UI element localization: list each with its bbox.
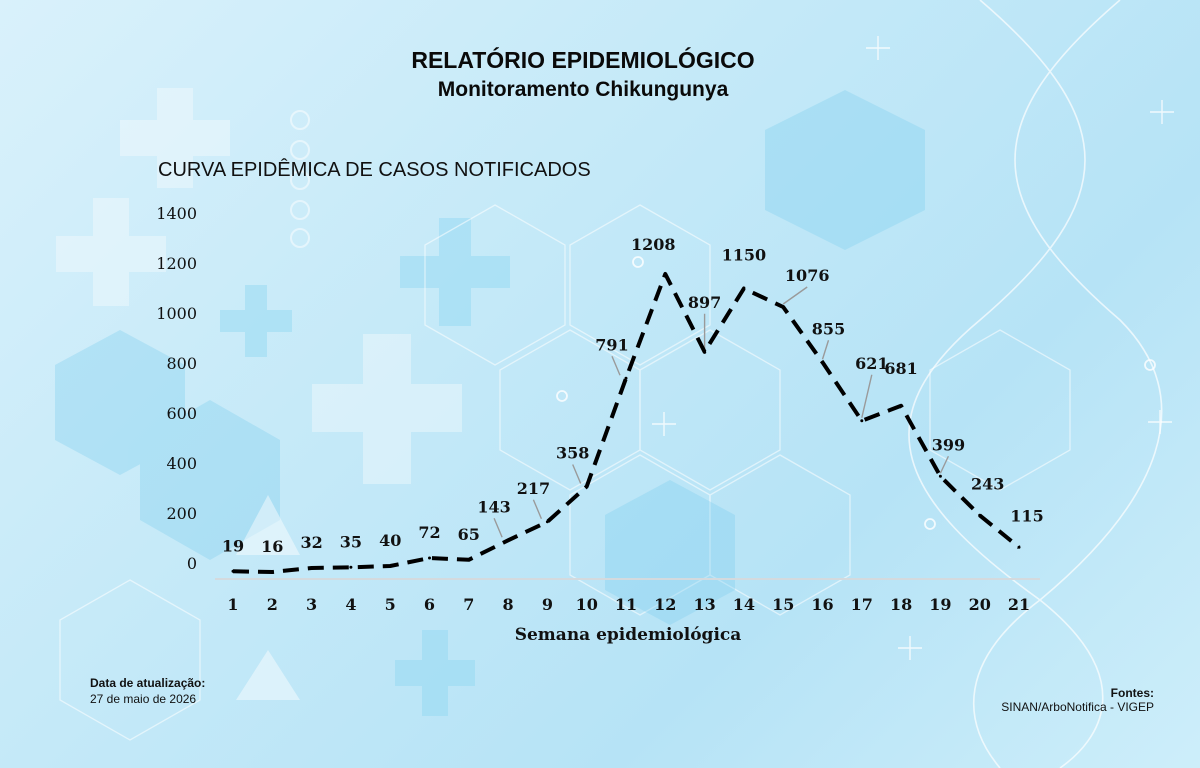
data-point [428,556,431,560]
update-date-label: Data de atualização: [90,676,206,690]
y-tick-label: 600 [166,404,197,423]
x-tick-label: 11 [615,595,637,614]
y-tick-label: 800 [166,354,197,373]
data-point [585,485,589,488]
y-tick-label: 1000 [156,304,197,323]
data-point [270,570,274,574]
data-label: 1076 [785,266,830,285]
label-leader-line [821,340,830,360]
x-tick-label: 9 [542,595,553,614]
y-tick-label: 1200 [156,254,197,273]
data-label: 897 [688,293,721,312]
x-tick-label: 15 [772,595,794,614]
label-leader-line [532,499,543,520]
data-point [231,569,235,573]
x-tick-label: 3 [306,595,317,614]
x-tick-label: 4 [345,595,356,614]
data-point [781,305,785,309]
data-point [978,513,982,517]
x-tick-label: 10 [576,595,598,614]
data-point [310,566,314,570]
label-leader-line [572,464,582,484]
y-tick-label: 1400 [156,204,197,223]
data-label: 1208 [631,235,676,254]
label-leader-line [782,286,808,305]
data-label: 243 [971,474,1004,493]
data-label: 217 [517,479,550,498]
data-label: 621 [855,354,888,373]
update-date-value: 27 de maio de 2026 [90,692,197,706]
x-tick-label: 7 [463,595,474,614]
label-leader-line [611,355,621,376]
x-tick-label: 5 [385,595,396,614]
data-label: 32 [300,533,322,552]
label-leader-line [939,455,950,474]
chart-title: CURVA EPIDÊMICA DE CASOS NOTIFICADOS [158,159,591,181]
data-point [545,520,549,524]
data-label: 791 [595,335,628,354]
data-point [703,350,707,354]
sources-label: Fontes: [1110,686,1154,700]
x-axis-label: Semana epidemiológica [515,625,742,645]
x-tick-label: 16 [811,595,833,614]
x-tick-label: 18 [890,595,912,614]
data-label: 72 [418,523,440,542]
x-tick-label: 13 [693,595,715,614]
x-tick-label: 17 [851,595,873,614]
x-tick-label: 21 [1008,595,1030,614]
data-label: 40 [379,531,401,550]
y-tick-label: 400 [166,454,197,473]
data-label: 358 [556,444,589,463]
data-point [742,287,746,290]
data-point [860,419,864,423]
y-tick-label: 0 [187,554,197,573]
data-label: 115 [1010,506,1043,525]
data-label: 19 [222,536,244,555]
report-title: RELATÓRIO EPIDEMIOLÓGICO [411,47,755,73]
series-line [232,272,1021,574]
x-tick-label: 20 [969,595,991,614]
x-tick-label: 1 [227,595,238,614]
x-tick-label: 14 [733,595,755,614]
data-point [467,558,471,562]
data-point [1017,545,1021,549]
x-tick-label: 19 [929,595,951,614]
x-tick-label: 12 [654,595,676,614]
data-point [349,565,353,569]
data-point [899,404,903,408]
x-tick-label: 2 [267,595,278,614]
data-point [663,272,667,276]
data-label: 855 [812,319,845,338]
x-tick-label: 6 [424,595,435,614]
data-point [821,360,824,364]
data-point [388,564,392,568]
report-subtitle: Monitoramento Chikungunya [437,78,729,101]
data-label: 16 [261,537,283,556]
data-label: 1150 [722,246,767,265]
data-point [938,474,942,478]
data-label: 399 [932,435,965,454]
label-leader-line [493,517,503,538]
y-tick-label: 200 [166,504,197,523]
data-point [624,376,628,380]
sources-value: SINAN/ArboNotifica - VIGEP [1001,700,1154,714]
data-label: 65 [458,525,480,544]
data-label: 35 [340,532,362,551]
data-label: 143 [477,497,510,516]
x-tick-label: 8 [503,595,514,614]
label-leader-line [861,374,873,418]
data-label: 681 [884,359,917,378]
data-point [506,538,510,542]
